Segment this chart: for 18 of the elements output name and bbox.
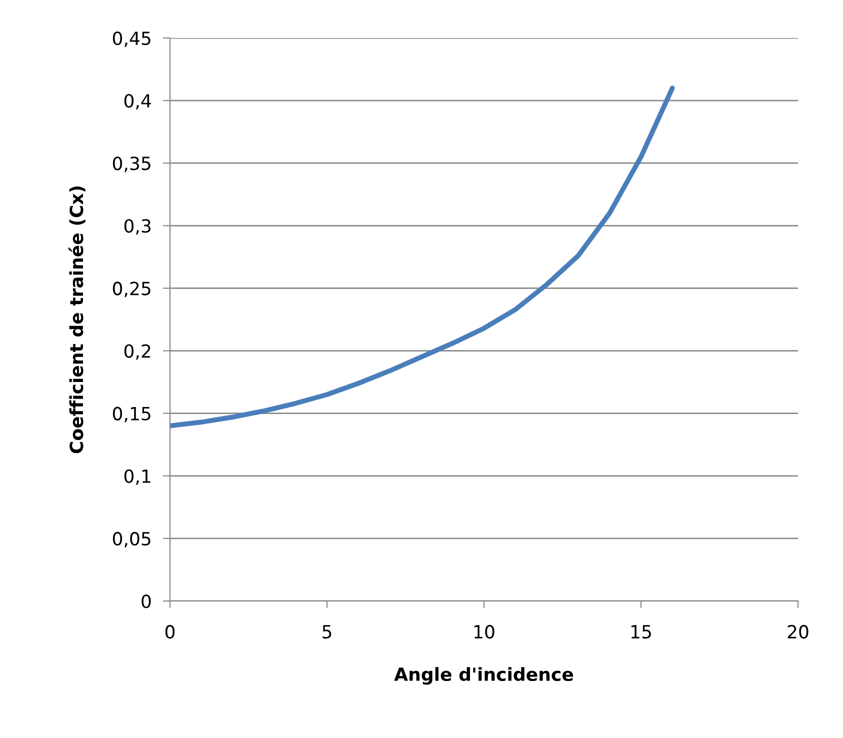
y-tick-label: 0,15 [112, 406, 150, 422]
line-series [170, 86, 675, 428]
x-tick-label: 0 [165, 624, 175, 639]
y-tick-label: 0,45 [112, 31, 150, 47]
y-tick-label: 0 [142, 594, 151, 608]
y-tick-label: 0,4 [124, 94, 151, 110]
x-tick-label: 20 [788, 624, 808, 639]
x-tick-label: 10 [474, 624, 494, 639]
y-tick-label: 0,3 [124, 219, 150, 235]
x-axis-title: Angle d'incidence [394, 667, 574, 685]
y-tick-label: 0,35 [112, 156, 150, 172]
x-tick-label: 5 [322, 625, 332, 639]
y-tick-label: 0,1 [124, 469, 150, 485]
x-tick-label: 15 [631, 625, 651, 639]
y-tick-label: 0,05 [112, 532, 150, 548]
y-tick-label: 0,2 [124, 344, 150, 360]
y-tick-label: 0,25 [112, 282, 150, 298]
y-axis-title: Coefficient de trainée (Cx) [68, 186, 86, 454]
